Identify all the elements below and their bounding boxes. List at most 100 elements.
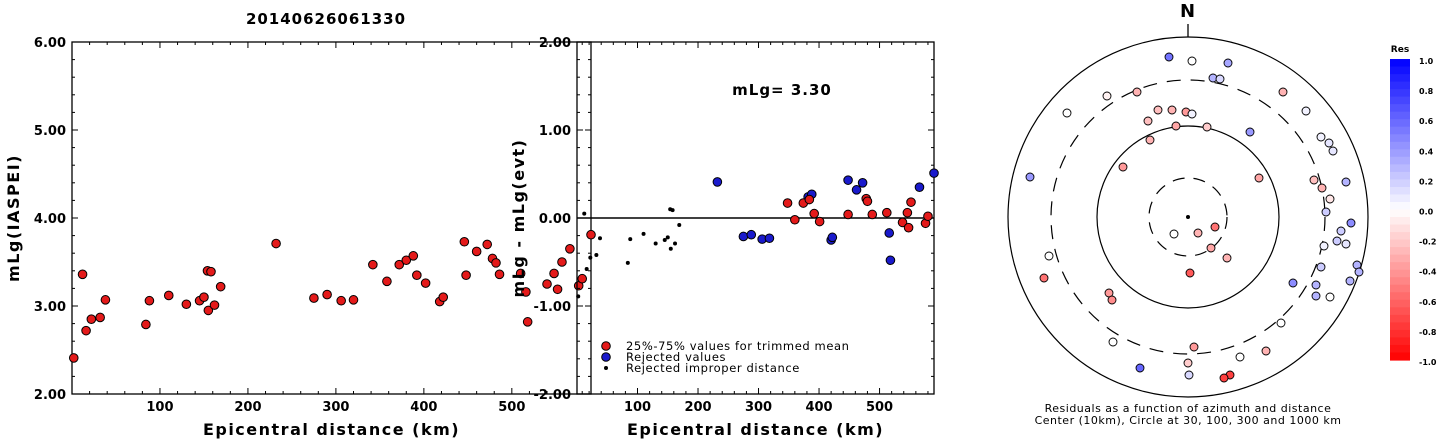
colorbar-segment [1390, 269, 1410, 278]
improper-distance-point [677, 223, 682, 228]
y-tick-label: 0.00 [539, 212, 571, 227]
station-residual [1143, 116, 1153, 126]
rejected-point [764, 233, 775, 244]
trimmed-point [843, 209, 853, 220]
legend-label: Rejected improper distance [626, 361, 800, 375]
station-residual [1332, 236, 1342, 246]
colorbar-segment [1390, 194, 1410, 203]
station-residual [1202, 122, 1212, 132]
improper-distance-point [641, 231, 646, 236]
rejected-point [929, 168, 939, 178]
colorbar-segment [1390, 277, 1410, 286]
data-point [412, 270, 422, 281]
y-tick-label: 2.00 [34, 388, 66, 403]
data-point [557, 257, 567, 267]
data-point [209, 300, 220, 310]
colorbar-segment [1390, 74, 1410, 83]
residual-colorbar: Res 1.0 0.8 0.6 0.4 0.2 0.0 -0.2 -0.4 -0.6 -0.8 -1.… [1390, 45, 1437, 367]
x-tick-label: 400 [410, 400, 437, 415]
trimmed-point [804, 194, 815, 205]
legend-label: Rejected values [626, 350, 726, 364]
station-residual [1254, 173, 1264, 183]
station-residual [1102, 91, 1112, 101]
station-residual [1222, 253, 1232, 263]
station-residual [1183, 358, 1193, 368]
station-residual [1153, 105, 1163, 115]
improper-distance-point [625, 260, 630, 265]
station-residual [1187, 56, 1197, 66]
y-tick-label: 6.00 [34, 36, 66, 51]
y-tick-label: 3.00 [34, 300, 66, 315]
improper-distance-point [594, 252, 599, 257]
rejected-point [884, 228, 895, 238]
x-tick-label: 300 [322, 400, 349, 415]
colorbar-tick-label: -1.0 [1419, 358, 1437, 367]
station-residual [1336, 226, 1346, 236]
station-residual [1193, 228, 1203, 238]
colorbar-segment [1390, 314, 1410, 323]
station-residual [1219, 373, 1229, 383]
colorbar-tick-label: 0.4 [1419, 147, 1434, 156]
data-point [95, 312, 105, 323]
colorbar-segment [1390, 307, 1410, 316]
data-point [459, 236, 470, 247]
station-residual [1276, 318, 1286, 328]
legend-marker [601, 352, 611, 362]
north-label: N [1180, 1, 1196, 22]
colorbar-segment [1390, 89, 1410, 98]
colorbar-segment [1390, 329, 1410, 339]
data-point [203, 305, 214, 316]
mlg-annotation: mLg= 3.30 [732, 81, 832, 99]
colorbar-segment [1390, 322, 1410, 331]
station-residual [1189, 342, 1199, 352]
colorbar-segment [1390, 262, 1410, 271]
caption-line-2: Center (10km), Circle at 30, 100, 300 an… [1035, 414, 1342, 427]
data-point [100, 295, 111, 305]
improper-distance-point [588, 255, 593, 260]
station-residual [1301, 106, 1311, 116]
data-point [549, 268, 559, 279]
station-residual [1319, 241, 1329, 251]
trimmed-point [923, 211, 933, 222]
data-point [382, 276, 392, 287]
data-point [86, 314, 97, 325]
colorbar-segment [1390, 299, 1410, 308]
station-residual [1288, 278, 1298, 288]
colorbar-title: Res [1391, 45, 1409, 55]
colorbar-tick-label: 1.0 [1419, 57, 1434, 66]
trimmed-point [897, 217, 908, 228]
data-point [141, 319, 151, 330]
data-point [163, 290, 174, 301]
station-residual [1309, 175, 1319, 185]
legend-marker [604, 366, 608, 370]
colorbar-segment [1390, 201, 1410, 211]
data-point [77, 269, 88, 280]
rejected-point [843, 175, 853, 185]
station-residual [1187, 109, 1197, 119]
station-residual [1164, 52, 1174, 62]
colorbar-segment [1390, 292, 1410, 301]
x-tick-label: 200 [684, 400, 711, 415]
station-residual [1062, 108, 1072, 118]
colorbar-segment [1390, 141, 1410, 150]
colorbar-tick-label: -0.4 [1419, 268, 1437, 277]
colorbar-segment [1390, 126, 1410, 135]
legend-label: 25%-75% values for trimmed mean [626, 339, 850, 353]
data-point [336, 295, 346, 306]
colorbar-segment [1390, 164, 1410, 173]
station-residual [1346, 218, 1356, 228]
station-residual [1325, 194, 1335, 204]
trimmed-point [809, 208, 819, 219]
data-point [542, 279, 552, 289]
station-residual [1223, 58, 1233, 68]
station-residual [1328, 146, 1338, 156]
station-residual [1184, 370, 1194, 380]
station-residual [1107, 295, 1117, 305]
data-point [68, 353, 79, 363]
figure-title: 20140626061330 [246, 10, 406, 28]
colorbar-segment [1390, 337, 1410, 346]
colorbar-segment [1390, 284, 1410, 293]
station-residual [1235, 352, 1245, 362]
colorbar-segment [1390, 254, 1410, 263]
data-point [491, 258, 501, 268]
